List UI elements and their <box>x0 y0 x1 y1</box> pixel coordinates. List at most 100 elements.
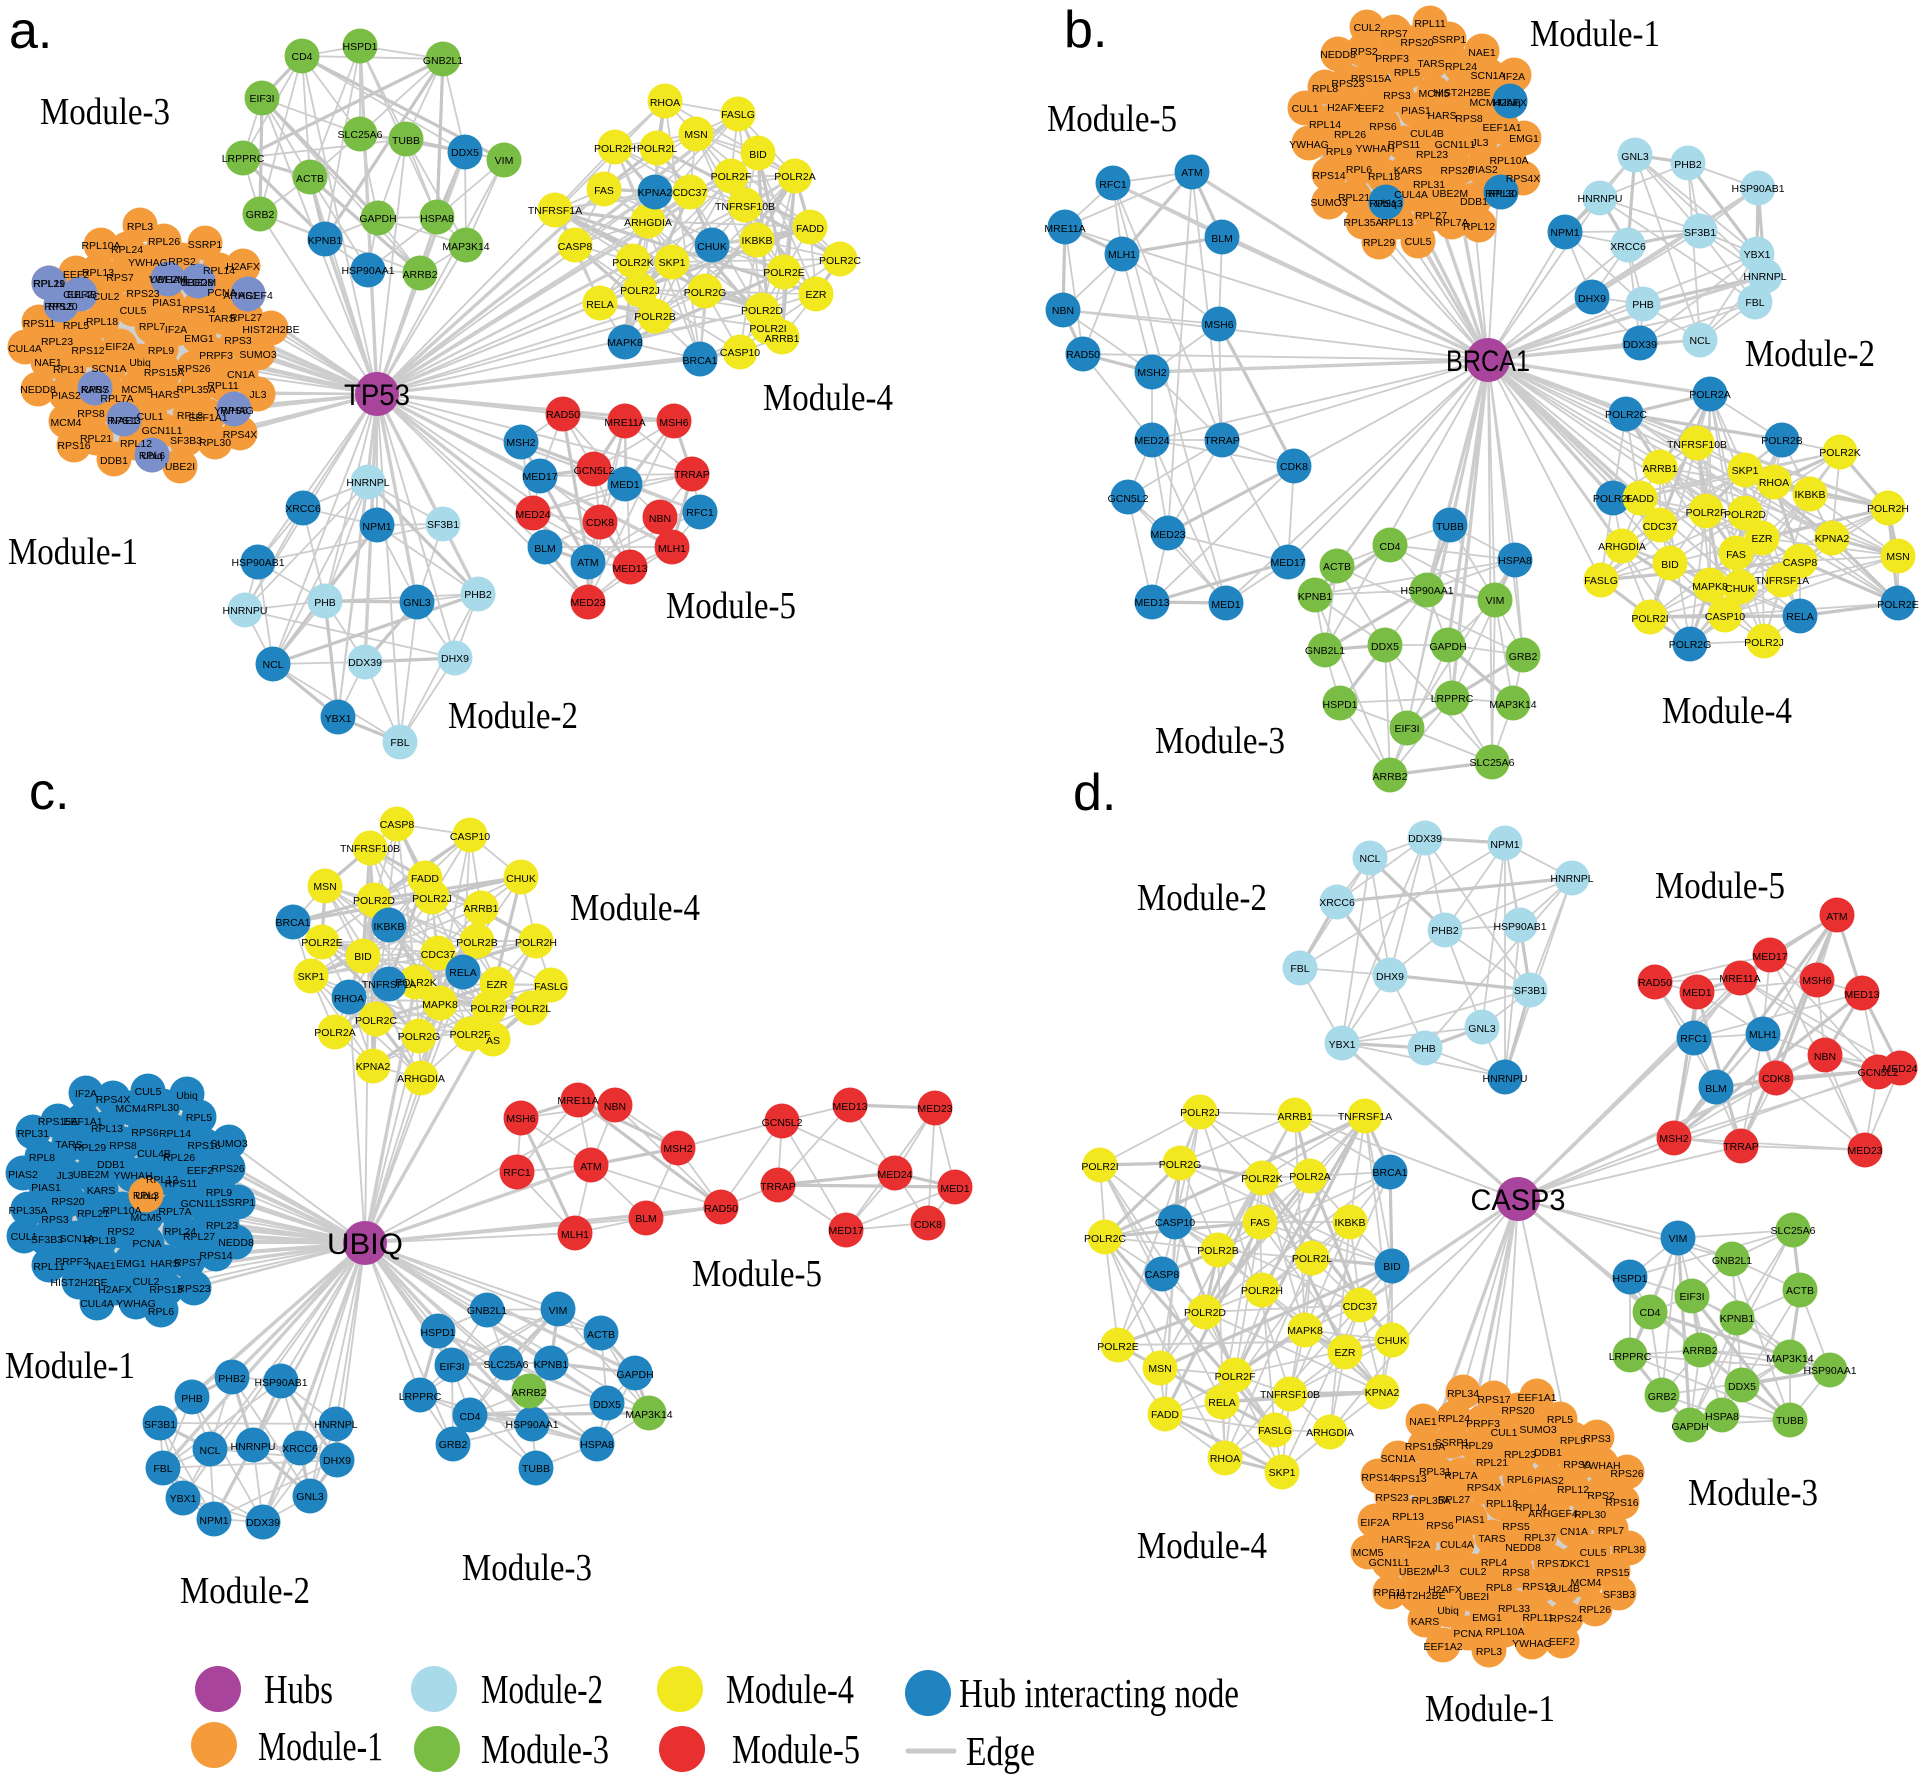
svg-text:CASP8: CASP8 <box>1783 557 1818 569</box>
svg-text:RPL12: RPL12 <box>146 1174 178 1186</box>
svg-text:SLC25A6: SLC25A6 <box>484 1359 529 1371</box>
svg-text:HSP90AB1: HSP90AB1 <box>254 1377 307 1389</box>
svg-text:YBX1: YBX1 <box>1744 249 1771 261</box>
svg-text:RPL9: RPL9 <box>148 345 174 357</box>
svg-text:Ubiq: Ubiq <box>135 1190 157 1202</box>
svg-text:NCL: NCL <box>1359 853 1380 865</box>
svg-text:RPL31: RPL31 <box>17 1128 49 1140</box>
svg-text:SUMO3: SUMO3 <box>239 349 277 361</box>
svg-text:RPS15A: RPS15A <box>38 1116 78 1128</box>
svg-text:RPL7: RPL7 <box>139 321 165 333</box>
svg-text:RPL31: RPL31 <box>1413 179 1445 191</box>
svg-text:TRRAP: TRRAP <box>760 1181 796 1193</box>
svg-text:MSH2: MSH2 <box>1659 1133 1688 1145</box>
svg-text:Ubiq: Ubiq <box>176 1090 198 1102</box>
svg-text:MED17: MED17 <box>828 1225 863 1237</box>
svg-text:KPNB1: KPNB1 <box>1298 591 1333 603</box>
svg-text:PIAS1: PIAS1 <box>1401 105 1431 117</box>
svg-text:EEF2: EEF2 <box>1549 1636 1575 1648</box>
svg-text:MSH6: MSH6 <box>1204 319 1233 331</box>
svg-text:RPL14: RPL14 <box>1515 1502 1547 1514</box>
svg-text:ARHGDIA: ARHGDIA <box>1598 541 1646 553</box>
svg-text:GNL3: GNL3 <box>1621 151 1649 163</box>
svg-text:KARS: KARS <box>1394 165 1423 177</box>
svg-text:RPL30: RPL30 <box>1574 1509 1606 1521</box>
svg-text:TARS: TARS <box>208 313 235 325</box>
svg-text:POLR2D: POLR2D <box>1184 1307 1226 1319</box>
svg-text:ARRB1: ARRB1 <box>764 333 799 345</box>
svg-text:MCM5: MCM5 <box>1419 88 1450 100</box>
svg-text:MAPK8: MAPK8 <box>422 999 458 1011</box>
svg-text:CHUK: CHUK <box>1377 1335 1407 1347</box>
svg-text:KPNA2: KPNA2 <box>356 1061 391 1073</box>
svg-text:H2AFX: H2AFX <box>1327 102 1361 114</box>
svg-text:POLR2J: POLR2J <box>620 285 660 297</box>
svg-text:YWHAG: YWHAG <box>214 405 254 417</box>
svg-text:RAD50: RAD50 <box>704 1203 738 1215</box>
svg-text:PHB2: PHB2 <box>1674 159 1702 171</box>
svg-text:GCN5L2: GCN5L2 <box>1858 1067 1899 1079</box>
svg-text:FBL: FBL <box>153 1463 172 1475</box>
svg-text:POLR2J: POLR2J <box>412 893 452 905</box>
svg-text:EMG1: EMG1 <box>184 333 214 345</box>
svg-text:PIAS2: PIAS2 <box>1468 164 1498 176</box>
svg-text:RPL6: RPL6 <box>139 450 165 462</box>
svg-text:RPL35A: RPL35A <box>176 384 215 396</box>
svg-text:RPL5: RPL5 <box>63 320 89 332</box>
svg-text:CDK8: CDK8 <box>914 1219 942 1231</box>
svg-text:CUL4B: CUL4B <box>63 289 97 301</box>
svg-text:CDC37: CDC37 <box>421 949 456 961</box>
svg-text:POLR2J: POLR2J <box>1180 1107 1220 1119</box>
svg-text:XRCC6: XRCC6 <box>1319 897 1355 909</box>
svg-text:AS1: AS1 <box>238 290 258 302</box>
svg-text:ATM: ATM <box>1826 911 1847 923</box>
svg-text:RPS20: RPS20 <box>51 1196 84 1208</box>
svg-text:HSPA8: HSPA8 <box>420 213 454 225</box>
svg-text:RPL10A: RPL10A <box>1489 155 1528 167</box>
svg-text:POLR2H: POLR2H <box>1867 503 1909 515</box>
svg-text:EZR: EZR <box>1335 1347 1356 1359</box>
svg-text:SSRP1: SSRP1 <box>1432 34 1467 46</box>
svg-text:HNRNPL: HNRNPL <box>1743 271 1786 283</box>
svg-text:IKBKB: IKBKB <box>1795 489 1826 501</box>
svg-text:UBIQ: UBIQ <box>327 1228 403 1261</box>
svg-text:MLH1: MLH1 <box>1749 1029 1777 1041</box>
svg-text:RPL18: RPL18 <box>84 1235 116 1247</box>
svg-text:IF2A: IF2A <box>1503 71 1525 83</box>
svg-text:UBE2M: UBE2M <box>73 1169 109 1181</box>
svg-text:RHOA: RHOA <box>1759 477 1789 489</box>
svg-text:MSH6: MSH6 <box>659 417 688 429</box>
svg-text:RPL5: RPL5 <box>1547 1414 1573 1426</box>
svg-text:KPNB1: KPNB1 <box>308 235 343 247</box>
svg-text:TARS: TARS <box>1417 58 1444 70</box>
svg-text:CUL2: CUL2 <box>93 291 120 303</box>
svg-text:Module-4: Module-4 <box>726 1666 854 1712</box>
svg-text:POLR2A: POLR2A <box>1289 1171 1330 1183</box>
svg-text:Ubiq: Ubiq <box>1437 1605 1459 1617</box>
svg-text:RPS26: RPS26 <box>177 363 210 375</box>
svg-text:PHB2: PHB2 <box>1431 925 1459 937</box>
svg-text:RPS11: RPS11 <box>165 1178 198 1190</box>
svg-text:YWHAG: YWHAG <box>128 257 168 269</box>
svg-text:MSH2: MSH2 <box>663 1143 692 1155</box>
svg-text:RPL3: RPL3 <box>127 221 153 233</box>
svg-text:GCN1L1: GCN1L1 <box>142 425 183 437</box>
svg-text:NEDD8: NEDD8 <box>1320 49 1356 61</box>
svg-text:RPS23: RPS23 <box>1375 1492 1408 1504</box>
svg-text:RPL26: RPL26 <box>163 1152 195 1164</box>
svg-text:RPL11: RPL11 <box>207 380 238 392</box>
svg-text:ARRB1: ARRB1 <box>463 903 498 915</box>
svg-text:ARHGEF4: ARHGEF4 <box>1528 1508 1578 1520</box>
svg-text:SSRP1: SSRP1 <box>221 1197 256 1209</box>
svg-text:RPS17: RPS17 <box>1477 1394 1510 1406</box>
svg-text:MAPK8: MAPK8 <box>607 337 643 349</box>
svg-text:DDX5: DDX5 <box>1371 641 1399 653</box>
svg-text:VIM: VIM <box>549 1305 568 1317</box>
svg-text:RPL7A: RPL7A <box>1435 217 1468 229</box>
svg-text:RPS8: RPS8 <box>109 1140 137 1152</box>
svg-text:CDC37: CDC37 <box>1643 521 1678 533</box>
svg-text:GCN5L2: GCN5L2 <box>762 1117 803 1129</box>
svg-text:DHX9: DHX9 <box>1578 293 1606 305</box>
svg-text:H2AFX: H2AFX <box>1493 97 1527 109</box>
svg-text:RPS6: RPS6 <box>220 405 248 417</box>
